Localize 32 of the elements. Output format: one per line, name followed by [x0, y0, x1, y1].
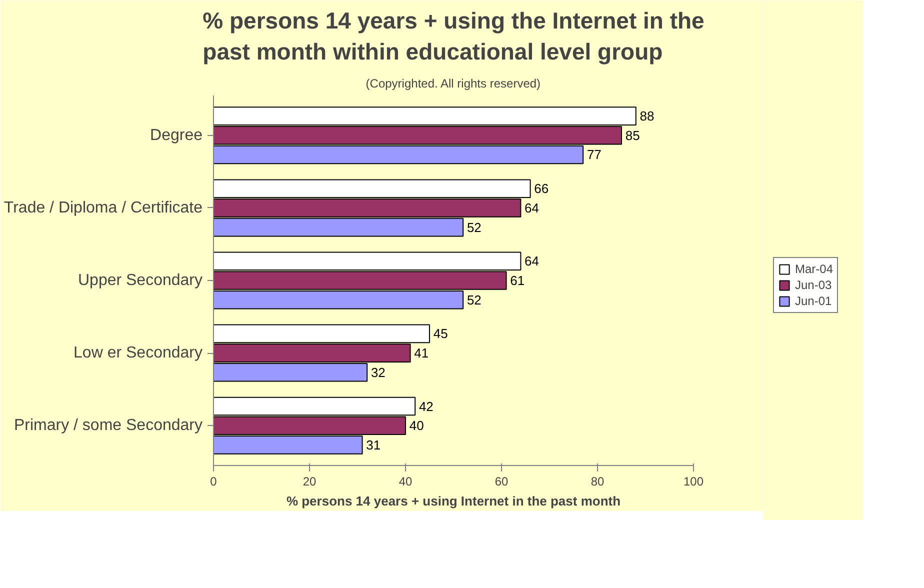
data-label: 52	[466, 292, 482, 308]
x-tick-label: 0	[210, 474, 218, 488]
data-label: 61	[510, 273, 525, 288]
data-label: 64	[524, 254, 540, 269]
y-tick-label: Trade / Diploma / Certificate	[4, 199, 203, 216]
data-label: 88	[640, 108, 654, 124]
chart-title: % persons 14 years + using the Internet in the past month within educational level group	[202, 7, 704, 64]
x-tick-label: 20	[302, 474, 316, 488]
data-label: 64	[524, 200, 540, 216]
data-label: 31	[366, 437, 381, 452]
legend-label: Jun-03	[795, 278, 832, 292]
y-tick-label: Upper Secondary	[78, 272, 202, 289]
data-label: 45	[433, 326, 448, 342]
data-label: 42	[418, 398, 434, 414]
y-tick-label: Primary / some Secondary	[14, 417, 203, 434]
data-label: 77	[586, 147, 602, 162]
legend-label: Jun-01	[795, 294, 832, 308]
data-label: 40	[409, 418, 424, 434]
data-label: 85	[625, 128, 640, 143]
chart-subtitle: (Copyrighted. All rights reserved)	[366, 76, 541, 90]
data-label: 66	[534, 181, 549, 196]
x-tick-label: 40	[398, 474, 412, 488]
data-label: 52	[466, 220, 482, 235]
x-tick-label: 100	[683, 474, 704, 488]
x-tick-label: 60	[494, 474, 508, 488]
y-tick-label: Degree	[150, 126, 203, 144]
legend-label: Mar-04	[795, 262, 834, 276]
data-label: 32	[370, 364, 386, 380]
data-label: 41	[414, 346, 429, 361]
x-tick-label: 80	[590, 474, 604, 488]
y-tick-label: Low er Secondary	[74, 344, 203, 362]
x-axis-title: % persons 14 years + using Internet in the past month	[286, 494, 621, 508]
